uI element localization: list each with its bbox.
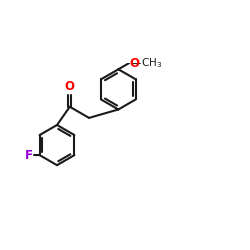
Text: O: O <box>65 80 75 93</box>
Text: F: F <box>25 149 33 162</box>
Text: CH$_3$: CH$_3$ <box>142 56 163 70</box>
Text: O: O <box>130 56 140 70</box>
